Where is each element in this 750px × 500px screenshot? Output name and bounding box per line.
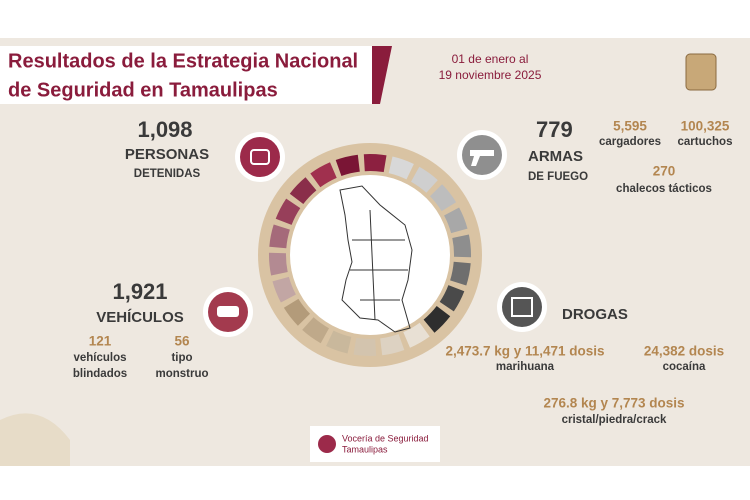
ring-segment (403, 322, 430, 348)
stat-value: 779 (536, 117, 573, 142)
center-graphic (258, 143, 482, 367)
ring-segment (326, 330, 352, 354)
ring-segment (380, 334, 405, 356)
ring-segment (269, 224, 290, 249)
icon-drogas (502, 287, 542, 327)
ring-segment (439, 285, 465, 312)
ring-segment (452, 234, 472, 258)
date: 01 de enero al (452, 52, 529, 66)
ring-segment (430, 184, 457, 212)
item-label: cocaína (663, 361, 706, 373)
decor (0, 413, 70, 466)
item-value: 100,325 (681, 119, 730, 134)
stat-label: DROGAS (562, 306, 628, 323)
icon-glyph (511, 297, 533, 317)
item-label: cartuchos (678, 136, 733, 148)
stat-label: VEHÍCULOS (96, 309, 184, 326)
logo (685, 53, 717, 91)
item-value: 5,595 (613, 119, 647, 134)
stat-label: DETENIDAS (134, 168, 201, 180)
item-label: cargadores (599, 136, 661, 148)
title: de Seguridad en Tamaulipas (8, 79, 278, 101)
item-label: marihuana (496, 361, 555, 373)
date: 19 noviembre 2025 (439, 68, 542, 82)
item-label: blindados (73, 368, 127, 380)
icon-glyph (250, 149, 270, 165)
ring-segment (310, 162, 337, 188)
ring-segment (353, 337, 377, 356)
ring-segment (268, 252, 288, 276)
item-value: 2,473.7 kg y 11,471 dosis (445, 344, 604, 359)
stat-value: 1,098 (137, 117, 192, 142)
icon-glyph (470, 150, 494, 166)
ring-segment (302, 317, 329, 344)
footer-text: Vocería de Seguridad (342, 433, 429, 443)
ring-segment (275, 198, 301, 225)
ring-segment (289, 177, 317, 204)
title-box (0, 46, 372, 104)
ring-segment (444, 207, 468, 234)
ring-segment (283, 298, 310, 326)
ring-segment (450, 261, 471, 286)
item-value: 121 (89, 334, 112, 349)
ring-segment (363, 154, 387, 173)
title-accent (372, 46, 392, 104)
item-value: 276.8 kg y 7,773 dosis (543, 396, 684, 411)
icon-glyph (217, 306, 239, 317)
item-label: chalecos tácticos (616, 183, 712, 195)
icon-detenidos (240, 137, 280, 177)
item-value: 56 (174, 334, 190, 349)
stat-label: PERSONAS (125, 146, 209, 163)
item-value: 24,382 dosis (644, 344, 724, 359)
ring-segment (335, 154, 360, 176)
item-label: monstruo (155, 368, 208, 380)
ring-segment (423, 306, 451, 333)
stat-value: 1,921 (112, 279, 167, 304)
item-value: 270 (653, 164, 676, 179)
title: Resultados de la Estrategia Nacional (8, 50, 358, 72)
ring-segment (388, 156, 414, 180)
map (339, 185, 413, 333)
item-label: vehículos (73, 352, 126, 364)
item-label: cristal/piedra/crack (562, 414, 667, 426)
ring-inner (290, 175, 450, 335)
ring-segment (411, 166, 438, 193)
ring-segment (272, 276, 296, 303)
item-label: tipo (171, 352, 192, 364)
footer-icon (318, 435, 336, 453)
footer-text: Tamaulipas (342, 444, 388, 454)
stat-label: ARMAS (528, 148, 583, 165)
stat-label: DE FUEGO (528, 171, 588, 183)
